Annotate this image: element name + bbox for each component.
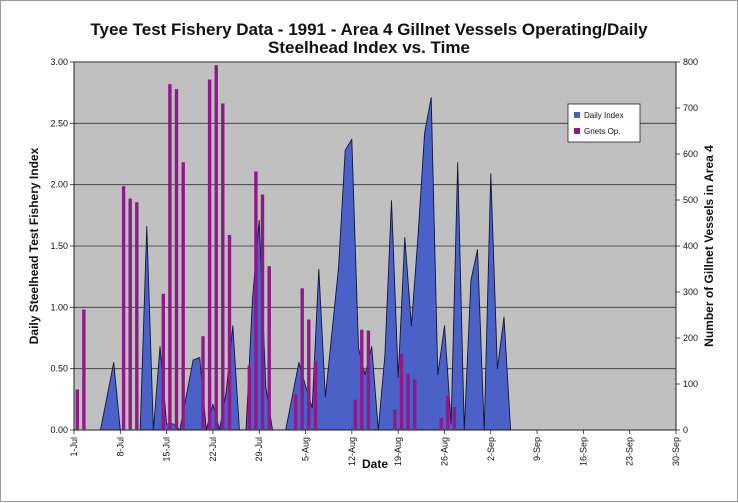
gnets-bar bbox=[446, 395, 450, 430]
gnets-bar bbox=[293, 394, 298, 430]
gnets-bar bbox=[452, 407, 457, 430]
x-tick-label: 9-Sep bbox=[532, 437, 542, 461]
gnets-bar bbox=[135, 202, 139, 430]
x-tick-label: 1-Jul bbox=[69, 437, 79, 457]
left-tick-label: 2.50 bbox=[50, 118, 68, 128]
right-axis-label: Number of Gillnet Vessels in Area 4 bbox=[702, 145, 716, 347]
left-tick-label: 1.50 bbox=[50, 241, 68, 251]
x-tick-label: 30-Sep bbox=[671, 437, 681, 466]
x-tick-label: 5-Aug bbox=[301, 437, 311, 461]
gnets-bar bbox=[366, 330, 371, 430]
left-tick-label: 0.50 bbox=[50, 364, 68, 374]
gnets-bar bbox=[307, 319, 311, 430]
legend-box bbox=[567, 103, 641, 143]
right-tick-label: 200 bbox=[683, 333, 698, 343]
x-tick-label: 12-Aug bbox=[347, 437, 357, 466]
left-axis-label: Daily Steelhead Test Fishery Index bbox=[27, 147, 41, 344]
x-tick-label: 29-Jul bbox=[254, 437, 264, 462]
gnets-bar bbox=[207, 79, 212, 430]
gnets-bar bbox=[439, 418, 443, 430]
gnets-bar bbox=[267, 266, 271, 430]
x-tick-label: 8-Jul bbox=[115, 437, 125, 457]
gnets-bar bbox=[227, 235, 232, 430]
left-tick-label: 1.00 bbox=[50, 302, 68, 312]
x-axis-ticks: 1-Jul 8-Jul 15-Jul 22-Jul 29-Jul 5-Aug 12-Aug 1… bbox=[69, 430, 681, 466]
gnets-bar bbox=[399, 354, 404, 430]
gnets-bar bbox=[214, 65, 218, 430]
legend-label-gnets: Gnets Op. bbox=[584, 127, 620, 136]
right-tick-label: 100 bbox=[683, 379, 698, 389]
right-tick-label: 500 bbox=[683, 195, 698, 205]
x-tick-label: 23-Sep bbox=[625, 437, 635, 466]
legend: Daily Index Gnets Op. bbox=[567, 103, 641, 143]
x-tick-label: 26-Aug bbox=[439, 437, 449, 466]
gnets-bar bbox=[353, 399, 357, 430]
left-axis-ticks: 0.00 0.50 1.00 1.50 2.00 2.50 3.00 bbox=[50, 57, 74, 435]
legend-label-daily-index: Daily Index bbox=[584, 111, 624, 120]
gnets-bar bbox=[393, 409, 397, 430]
x-tick-label: 22-Jul bbox=[208, 437, 218, 462]
gnets-bar bbox=[254, 171, 258, 430]
right-tick-label: 600 bbox=[683, 149, 698, 159]
right-axis-ticks: 0 100 200 300 400 500 600 700 800 bbox=[676, 57, 698, 435]
right-tick-label: 400 bbox=[683, 241, 698, 251]
gnets-bar bbox=[221, 103, 225, 431]
gnets-bar bbox=[121, 186, 126, 430]
gnets-bar bbox=[128, 198, 132, 430]
right-tick-label: 300 bbox=[683, 287, 698, 297]
gridlines bbox=[74, 61, 676, 370]
gnets-bar bbox=[174, 89, 179, 430]
chart-title-line2: Steelhead Index vs. Time bbox=[268, 38, 470, 57]
gnets-bar bbox=[360, 329, 364, 430]
gnets-bars-layer bbox=[75, 65, 457, 431]
gnets-bar bbox=[181, 162, 185, 431]
gnets-bar bbox=[201, 336, 205, 430]
x-tick-label: 15-Jul bbox=[162, 437, 172, 462]
gnets-bar bbox=[168, 84, 172, 430]
gnets-bar bbox=[260, 194, 265, 430]
left-tick-label: 2.00 bbox=[50, 180, 68, 190]
gnets-bar bbox=[82, 309, 86, 430]
gnets-bar bbox=[300, 288, 304, 430]
left-tick-label: 0.00 bbox=[50, 425, 68, 435]
gnets-bar bbox=[75, 389, 79, 430]
gnets-bar bbox=[406, 373, 410, 430]
gnets-bar bbox=[247, 365, 251, 430]
legend-swatch-daily-index bbox=[574, 112, 580, 118]
x-axis-label: Date bbox=[362, 457, 388, 471]
right-tick-label: 0 bbox=[683, 425, 688, 435]
left-tick-label: 3.00 bbox=[50, 57, 68, 67]
x-tick-label: 2-Sep bbox=[486, 437, 496, 461]
gnets-bar bbox=[313, 361, 318, 430]
x-tick-label: 16-Sep bbox=[578, 437, 588, 466]
gnets-bar bbox=[161, 293, 165, 430]
x-tick-label: 19-Aug bbox=[393, 437, 403, 466]
chart-title-line1: Tyee Test Fishery Data - 1991 - Area 4 G… bbox=[90, 20, 648, 39]
right-tick-label: 700 bbox=[683, 103, 698, 113]
gnets-bar bbox=[413, 379, 417, 430]
right-tick-label: 800 bbox=[683, 57, 698, 67]
legend-swatch-gnets bbox=[574, 128, 580, 134]
